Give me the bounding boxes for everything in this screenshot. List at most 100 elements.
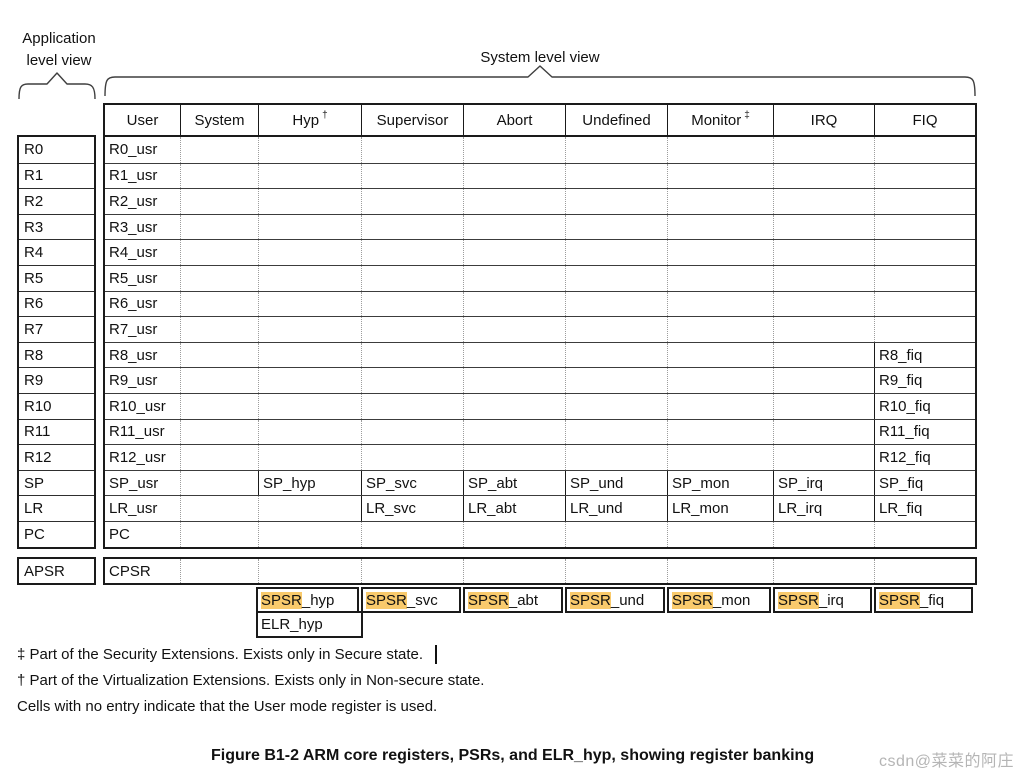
- table-row: R5_usr: [105, 264, 975, 291]
- column-header-hyp: Hyp †: [258, 105, 361, 135]
- empty-cell: [463, 559, 565, 583]
- register-label-r0: R0: [24, 141, 44, 159]
- empty-cell: [773, 240, 874, 265]
- spsr-cell-abt: SPSR _abt: [463, 587, 563, 613]
- spsr-suffix: _mon: [712, 591, 751, 609]
- column-header-label: Abort: [496, 111, 533, 129]
- empty-cell: [667, 419, 773, 445]
- empty-cell: [565, 240, 667, 265]
- register-label-r9: R9: [19, 367, 94, 393]
- empty-cell: [565, 419, 667, 445]
- spsr-cell-hyp: SPSR _hyp: [256, 587, 359, 613]
- register-cell-r3_usr: R3_usr: [109, 218, 158, 236]
- register-cell-r11_usr: R11_usr: [109, 423, 165, 441]
- register-cell-r12_fiq: R12_fiq: [874, 445, 975, 470]
- empty-cell: [180, 559, 258, 583]
- empty-cell: [565, 317, 667, 342]
- spsr-suffix: _und: [610, 591, 645, 609]
- register-label-r6: R6: [19, 290, 94, 317]
- register-label-r4: R4: [19, 239, 94, 265]
- empty-cell: [565, 368, 667, 393]
- table-row: R10_usr R10_fiq: [105, 392, 975, 419]
- empty-cell: [565, 559, 667, 583]
- empty-cell: [361, 163, 463, 189]
- spsr-highlight: SPSR: [879, 591, 920, 609]
- figure-caption: Figure B1-2 ARM core registers, PSRs, an…: [211, 747, 815, 764]
- empty-cell: [258, 163, 361, 189]
- empty-cell: [874, 265, 975, 291]
- register-cell-r10_usr: R10_usr: [109, 397, 166, 415]
- empty-cell: [667, 137, 773, 163]
- empty-cell: [463, 189, 565, 214]
- empty-cell: [667, 521, 773, 547]
- empty-cell: [463, 393, 565, 419]
- empty-cell: [361, 291, 463, 317]
- column-header-label: Undefined: [582, 111, 651, 129]
- register-cell-sp_mon: SP_mon: [667, 470, 773, 496]
- empty-cell: [361, 393, 463, 419]
- register-cell-r1_usr: R1_usr: [109, 167, 158, 185]
- empty-cell: [180, 521, 258, 547]
- spsr-highlight: SPSR: [468, 591, 509, 609]
- table-row: LR_usr LR_svc LR_abt LR_und LR_mon LR_irq LR_f…: [105, 495, 975, 521]
- empty-cell: [180, 163, 258, 189]
- empty-cell: [463, 163, 565, 189]
- system-brace: [104, 65, 976, 97]
- empty-cell: [463, 265, 565, 291]
- empty-cell: [874, 189, 975, 214]
- empty-cell: [773, 559, 874, 583]
- column-header-undefined: Undefined: [565, 105, 667, 135]
- spsr-cell-mon: SPSR _mon: [667, 587, 771, 613]
- table-row: R6_usr: [105, 290, 975, 317]
- empty-cell: [361, 419, 463, 445]
- cpsr-row: CPSR: [105, 559, 975, 583]
- register-cell-r12_usr: R12_usr: [109, 448, 166, 466]
- spsr-suffix: _hyp: [301, 591, 335, 609]
- empty-cell: [361, 368, 463, 393]
- register-cell-r9_usr: R9_usr: [109, 372, 158, 390]
- empty-cell: [565, 214, 667, 240]
- watermark: csdn@菜菜的阿庄: [878, 753, 1014, 770]
- empty-cell: [565, 521, 667, 547]
- empty-cell: [463, 445, 565, 470]
- empty-cell: [773, 393, 874, 419]
- empty-cell: [258, 214, 361, 240]
- empty-cell: [667, 368, 773, 393]
- empty-cell: [667, 163, 773, 189]
- spsr-cell-svc: SPSR _svc: [361, 587, 461, 613]
- empty-cell: [565, 291, 667, 317]
- empty-cell: [258, 317, 361, 342]
- spsr-suffix: _irq: [818, 591, 844, 609]
- register-cell-r2_usr: R2_usr: [109, 192, 158, 210]
- register-label-r7: R7: [19, 316, 94, 342]
- empty-cell: [667, 265, 773, 291]
- register-label-r8: R8: [19, 341, 94, 368]
- empty-cell: [180, 445, 258, 470]
- empty-cell: [361, 214, 463, 240]
- empty-cell: [667, 240, 773, 265]
- empty-cell: [463, 240, 565, 265]
- empty-cell: [258, 189, 361, 214]
- column-header-fiq: FIQ: [874, 105, 975, 135]
- table-row: R11_usr R11_fiq: [105, 418, 975, 445]
- empty-cell: [667, 291, 773, 317]
- spsr-suffix: _svc: [406, 591, 438, 609]
- brace-decorations: [18, 65, 976, 100]
- system-level-view-label: System level view: [480, 49, 600, 66]
- spsr-highlight: SPSR: [778, 591, 819, 609]
- empty-cell: [565, 189, 667, 214]
- empty-cell: [180, 291, 258, 317]
- register-cell-lr_und: LR_und: [565, 496, 667, 521]
- register-cell-r10_fiq: R10_fiq: [874, 393, 975, 419]
- table-row: R8_usr R8_fiq: [105, 341, 975, 368]
- register-label-sp: SP: [19, 469, 94, 496]
- empty-cell: [773, 317, 874, 342]
- empty-cell: [463, 137, 565, 163]
- empty-cell: [773, 521, 874, 547]
- register-cell-r6_usr: R6_usr: [109, 295, 158, 313]
- application-label-line1: Application: [22, 30, 96, 47]
- register-cell-r0_usr: R0_usr: [109, 141, 158, 159]
- empty-cell: [667, 214, 773, 240]
- empty-cell: [180, 265, 258, 291]
- register-cell-sp_hyp: SP_hyp: [258, 470, 361, 496]
